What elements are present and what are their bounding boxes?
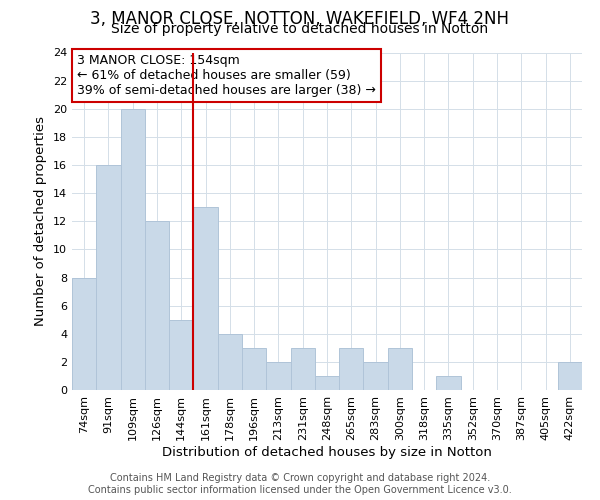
Text: 3, MANOR CLOSE, NOTTON, WAKEFIELD, WF4 2NH: 3, MANOR CLOSE, NOTTON, WAKEFIELD, WF4 2… [91, 10, 509, 28]
Bar [193, 207, 218, 390]
Bar [218, 334, 242, 390]
Bar [315, 376, 339, 390]
Bar [436, 376, 461, 390]
Bar [72, 278, 96, 390]
X-axis label: Distribution of detached houses by size in Notton: Distribution of detached houses by size … [162, 446, 492, 458]
Text: 3 MANOR CLOSE: 154sqm
← 61% of detached houses are smaller (59)
39% of semi-deta: 3 MANOR CLOSE: 154sqm ← 61% of detached … [77, 54, 376, 97]
Bar [145, 221, 169, 390]
Bar [388, 348, 412, 390]
Bar [242, 348, 266, 390]
Bar [266, 362, 290, 390]
Bar [364, 362, 388, 390]
Bar [169, 320, 193, 390]
Text: Size of property relative to detached houses in Notton: Size of property relative to detached ho… [112, 22, 488, 36]
Bar [558, 362, 582, 390]
Bar [121, 109, 145, 390]
Bar [96, 165, 121, 390]
Text: Contains HM Land Registry data © Crown copyright and database right 2024.
Contai: Contains HM Land Registry data © Crown c… [88, 474, 512, 495]
Bar [290, 348, 315, 390]
Bar [339, 348, 364, 390]
Y-axis label: Number of detached properties: Number of detached properties [34, 116, 47, 326]
